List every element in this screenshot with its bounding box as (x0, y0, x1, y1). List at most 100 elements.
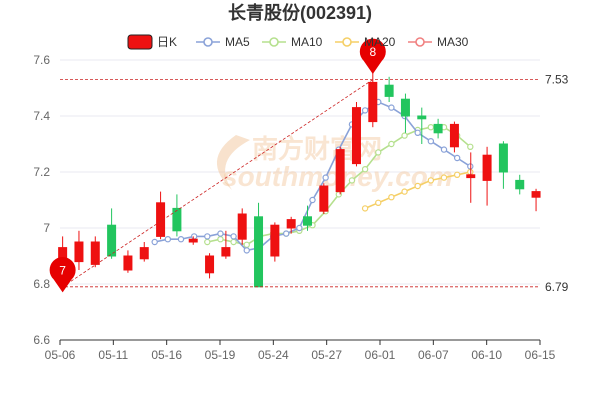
ma20-point (401, 188, 408, 195)
ma-legend-icon (203, 37, 213, 47)
price-pin: 7 (49, 257, 76, 293)
candle (254, 202, 264, 288)
ma10-point (375, 149, 382, 156)
ma10-point (401, 132, 408, 139)
ma20-point (427, 177, 435, 184)
candle-body (74, 241, 84, 263)
candle (335, 146, 345, 195)
candle-body (482, 154, 492, 181)
x-tick-label: 06-15 (525, 348, 556, 362)
legend-label: MA10 (291, 35, 323, 49)
y-tick-label: 7.4 (33, 109, 50, 123)
ma20-series (361, 168, 474, 212)
ma5-point (414, 129, 421, 136)
legend-label: MA5 (225, 35, 250, 49)
candle (498, 141, 508, 189)
candle (449, 121, 459, 153)
candle (221, 230, 231, 259)
candle-body (123, 255, 133, 271)
ma-legend-icon (415, 37, 425, 47)
candle-body (172, 207, 182, 232)
candle-body (515, 179, 525, 190)
ma5-point (296, 224, 303, 232)
ma10-point (243, 241, 250, 248)
candle-body (368, 81, 378, 123)
ma20-point (453, 171, 461, 178)
ma-legend-icon (342, 37, 352, 47)
ma5-point (322, 174, 329, 181)
watermark-flame-icon (216, 135, 250, 190)
candle (368, 71, 378, 128)
candle-body (351, 107, 361, 165)
legend-item: MA20 (335, 35, 396, 49)
ma10-point (230, 238, 237, 246)
ma5-point (190, 233, 198, 240)
ma5-point (177, 235, 185, 243)
pin-label: 7 (59, 263, 66, 277)
ma5-point (243, 247, 250, 254)
candle (515, 174, 525, 195)
chart-title: 长青股份(002391) (228, 2, 372, 23)
candle (384, 76, 394, 102)
ma10-point (467, 143, 474, 150)
x-tick-label: 06-01 (365, 348, 396, 362)
ma10-point (427, 123, 435, 131)
x-tick-label: 05-27 (311, 348, 342, 362)
candle-body (188, 238, 198, 243)
ma5-point (217, 230, 224, 237)
price-pin: 8 (359, 38, 386, 74)
ma10-point (217, 235, 224, 243)
ma5-point (151, 238, 158, 246)
candle (482, 146, 492, 206)
candle (351, 102, 361, 167)
candle-body (335, 149, 345, 193)
candle (107, 208, 117, 259)
candle-body (270, 224, 280, 257)
ma20-point (440, 174, 448, 181)
candle (172, 194, 182, 237)
ref-label: 7.53 (545, 73, 569, 87)
x-tick-label: 06-10 (471, 348, 502, 362)
y-tick-label: 6.8 (33, 277, 50, 291)
candle (417, 107, 427, 144)
candle (433, 118, 443, 139)
x-tick-label: 05-06 (45, 348, 76, 362)
x-tick-label: 05-19 (205, 348, 236, 362)
candle (123, 250, 133, 273)
pin-icon (49, 257, 76, 293)
candle (237, 208, 247, 245)
legend-item: MA10 (262, 35, 323, 49)
candle-body (417, 115, 427, 120)
candle (400, 93, 410, 133)
candle-body (433, 123, 443, 134)
watermark-text: 南方财富网 (252, 134, 382, 164)
ma10-series (204, 123, 474, 248)
candle-body (107, 224, 117, 257)
ma10-point (348, 177, 356, 184)
candle-body (254, 216, 264, 288)
legend-label: MA20 (364, 35, 396, 49)
candle (303, 205, 313, 231)
ma5-point (164, 235, 172, 243)
legend-label: MA30 (437, 35, 469, 49)
ma20-point (361, 205, 369, 212)
candle-body (303, 216, 313, 226)
candle (205, 253, 215, 279)
candle-body (449, 123, 459, 148)
candle-body (90, 241, 100, 265)
ma5-point (440, 146, 448, 153)
candle (156, 191, 166, 240)
ma5-point (388, 104, 395, 111)
legend-item: 日K (127, 34, 177, 50)
ma5-point (230, 233, 237, 240)
candle-body (531, 191, 541, 198)
y-tick-label: 7.2 (33, 165, 50, 179)
ma20-point (388, 193, 395, 201)
candle-body (286, 219, 296, 229)
candle (270, 222, 280, 262)
candle (319, 183, 329, 214)
candle-body (237, 213, 247, 240)
candle-body (319, 185, 329, 212)
ma5-point (204, 233, 211, 240)
ma10-point (204, 238, 211, 246)
